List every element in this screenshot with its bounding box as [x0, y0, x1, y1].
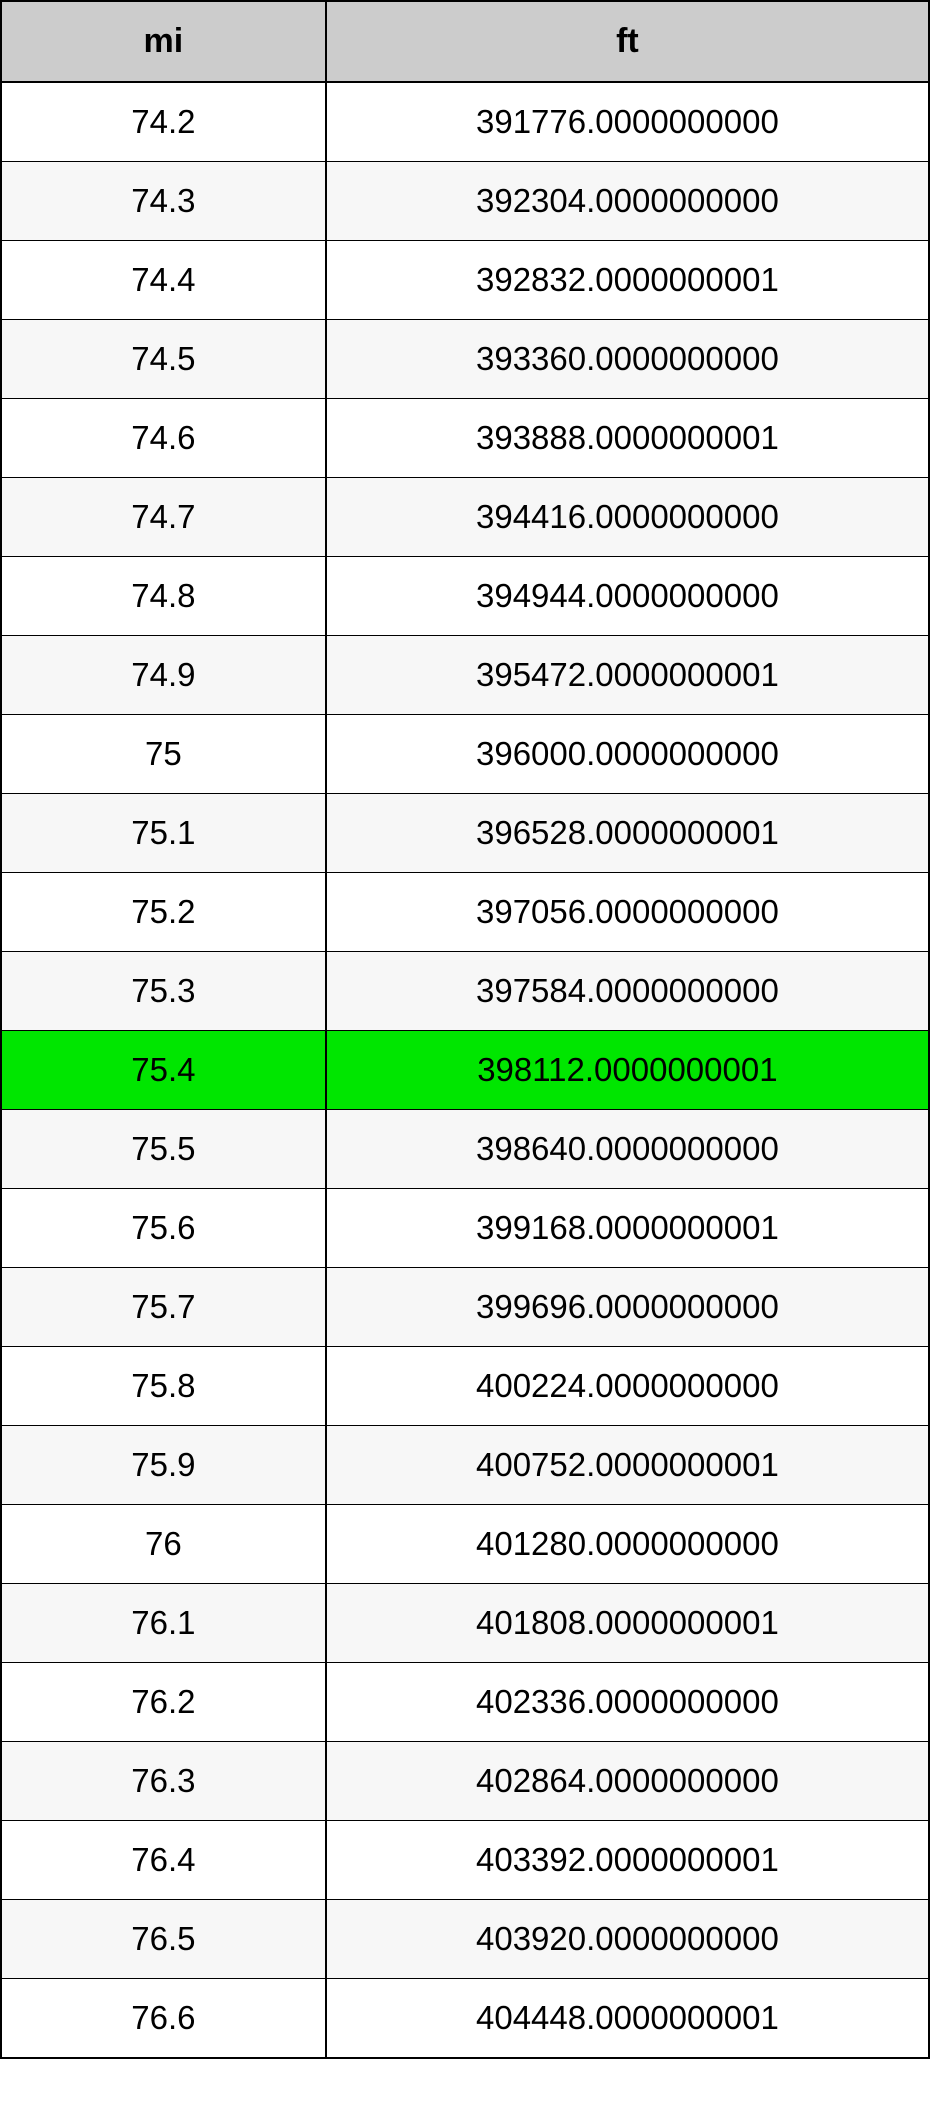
cell-mi: 75.8	[1, 1347, 326, 1426]
table-row: 74.6393888.0000000001	[1, 399, 929, 478]
cell-mi: 75	[1, 715, 326, 794]
table-row: 76.6404448.0000000001	[1, 1979, 929, 2059]
table-row: 75.7399696.0000000000	[1, 1268, 929, 1347]
table-row: 74.9395472.0000000001	[1, 636, 929, 715]
table-row: 75396000.0000000000	[1, 715, 929, 794]
table-row: 76.2402336.0000000000	[1, 1663, 929, 1742]
cell-mi: 74.5	[1, 320, 326, 399]
cell-ft: 402336.0000000000	[326, 1663, 929, 1742]
cell-ft: 393888.0000000001	[326, 399, 929, 478]
table-row: 76401280.0000000000	[1, 1505, 929, 1584]
table-row: 75.6399168.0000000001	[1, 1189, 929, 1268]
cell-mi: 76.2	[1, 1663, 326, 1742]
cell-mi: 75.3	[1, 952, 326, 1031]
cell-ft: 395472.0000000001	[326, 636, 929, 715]
cell-mi: 74.3	[1, 162, 326, 241]
cell-mi: 74.9	[1, 636, 326, 715]
cell-ft: 401280.0000000000	[326, 1505, 929, 1584]
cell-mi: 75.1	[1, 794, 326, 873]
cell-ft: 399168.0000000001	[326, 1189, 929, 1268]
cell-mi: 76	[1, 1505, 326, 1584]
conversion-table: mi ft 74.2391776.000000000074.3392304.00…	[0, 0, 930, 2059]
cell-mi: 76.1	[1, 1584, 326, 1663]
cell-mi: 76.5	[1, 1900, 326, 1979]
table-row: 75.3397584.0000000000	[1, 952, 929, 1031]
cell-mi: 74.7	[1, 478, 326, 557]
table-row: 75.9400752.0000000001	[1, 1426, 929, 1505]
cell-mi: 76.6	[1, 1979, 326, 2059]
cell-ft: 394944.0000000000	[326, 557, 929, 636]
cell-mi: 74.6	[1, 399, 326, 478]
cell-mi: 75.6	[1, 1189, 326, 1268]
table-row: 76.1401808.0000000001	[1, 1584, 929, 1663]
cell-ft: 397056.0000000000	[326, 873, 929, 952]
table-row: 75.4398112.0000000001	[1, 1031, 929, 1110]
cell-mi: 75.9	[1, 1426, 326, 1505]
table-row: 75.5398640.0000000000	[1, 1110, 929, 1189]
cell-mi: 75.2	[1, 873, 326, 952]
cell-ft: 403920.0000000000	[326, 1900, 929, 1979]
cell-ft: 392304.0000000000	[326, 162, 929, 241]
cell-ft: 400752.0000000001	[326, 1426, 929, 1505]
cell-mi: 75.4	[1, 1031, 326, 1110]
cell-ft: 396000.0000000000	[326, 715, 929, 794]
table-row: 74.5393360.0000000000	[1, 320, 929, 399]
table-row: 75.8400224.0000000000	[1, 1347, 929, 1426]
table-row: 76.5403920.0000000000	[1, 1900, 929, 1979]
table-header: mi ft	[1, 1, 929, 82]
cell-ft: 397584.0000000000	[326, 952, 929, 1031]
cell-mi: 76.4	[1, 1821, 326, 1900]
cell-ft: 392832.0000000001	[326, 241, 929, 320]
cell-ft: 404448.0000000001	[326, 1979, 929, 2059]
cell-ft: 400224.0000000000	[326, 1347, 929, 1426]
table-row: 74.8394944.0000000000	[1, 557, 929, 636]
cell-ft: 398640.0000000000	[326, 1110, 929, 1189]
cell-ft: 402864.0000000000	[326, 1742, 929, 1821]
header-ft: ft	[326, 1, 929, 82]
cell-ft: 401808.0000000001	[326, 1584, 929, 1663]
cell-ft: 393360.0000000000	[326, 320, 929, 399]
cell-ft: 396528.0000000001	[326, 794, 929, 873]
table-row: 74.2391776.0000000000	[1, 82, 929, 162]
cell-mi: 74.8	[1, 557, 326, 636]
table-row: 76.3402864.0000000000	[1, 1742, 929, 1821]
cell-mi: 76.3	[1, 1742, 326, 1821]
cell-ft: 403392.0000000001	[326, 1821, 929, 1900]
table-row: 75.2397056.0000000000	[1, 873, 929, 952]
header-mi: mi	[1, 1, 326, 82]
cell-ft: 394416.0000000000	[326, 478, 929, 557]
table-row: 74.3392304.0000000000	[1, 162, 929, 241]
cell-mi: 74.2	[1, 82, 326, 162]
cell-ft: 391776.0000000000	[326, 82, 929, 162]
cell-mi: 75.7	[1, 1268, 326, 1347]
header-row: mi ft	[1, 1, 929, 82]
table-row: 74.4392832.0000000001	[1, 241, 929, 320]
table-body: 74.2391776.000000000074.3392304.00000000…	[1, 82, 929, 2058]
table-row: 74.7394416.0000000000	[1, 478, 929, 557]
cell-ft: 399696.0000000000	[326, 1268, 929, 1347]
cell-ft: 398112.0000000001	[326, 1031, 929, 1110]
cell-mi: 75.5	[1, 1110, 326, 1189]
cell-mi: 74.4	[1, 241, 326, 320]
table-row: 76.4403392.0000000001	[1, 1821, 929, 1900]
table-row: 75.1396528.0000000001	[1, 794, 929, 873]
